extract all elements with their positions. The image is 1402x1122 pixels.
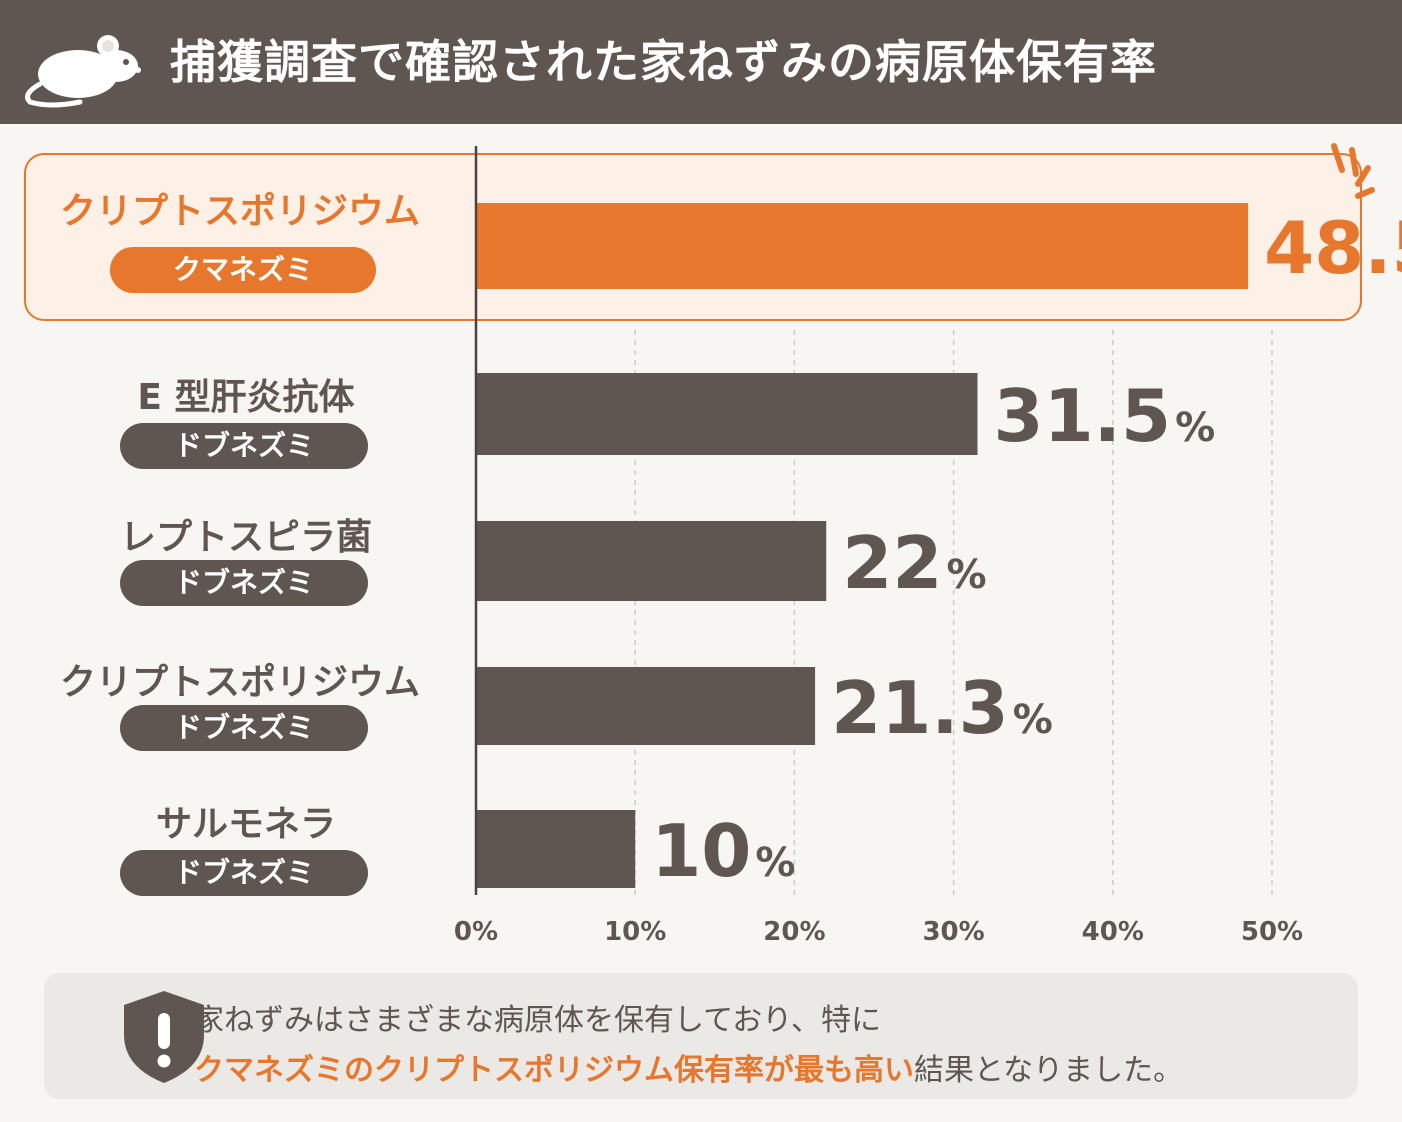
row-label-species-5: ドブネズミ xyxy=(120,850,368,896)
x-tick-label: 50% xyxy=(1241,917,1303,947)
row-label-pathogen-4: クリプトスポリジウム xyxy=(59,662,420,703)
row-label-species-1: クマネズミ xyxy=(110,247,376,293)
row-label-pathogen-2: E 型肝炎抗体 xyxy=(137,377,355,418)
bar xyxy=(476,373,978,455)
spark-icon xyxy=(1331,143,1375,199)
note-emphasis: クマネズミのクリプトスポリジウム保有率が最も高い xyxy=(194,1053,914,1088)
x-tick-label: 30% xyxy=(922,917,984,947)
x-tick-label: 10% xyxy=(604,917,666,947)
x-tick-label: 0% xyxy=(454,917,498,947)
note-line-1: 家ねずみはさまざまな病原体を保有しており、特に xyxy=(194,1003,881,1038)
row-label-species-2: ドブネズミ xyxy=(120,423,368,469)
bar-value-label: 22% xyxy=(842,521,986,605)
bar xyxy=(476,521,827,601)
row-label-species-3: ドブネズミ xyxy=(120,560,368,606)
row-label-pathogen-1: クリプトスポリジウム xyxy=(59,191,420,232)
shield-alert-icon xyxy=(124,991,204,1083)
row-label-pathogen-5: サルモネラ xyxy=(155,804,336,845)
bar-value-label: 10% xyxy=(651,809,795,893)
mouse-icon xyxy=(25,35,141,108)
header: 捕獲調査で確認された家ねずみの病原体保有率 xyxy=(0,0,1402,124)
note-line-2: クマネズミのクリプトスポリジウム保有率が最も高い結果となりました。 xyxy=(194,1045,1183,1089)
summary-note: 家ねずみはさまざまな病原体を保有しており、特に クマネズミのクリプトスポリジウム… xyxy=(44,973,1358,1099)
bar-value-label: 21.3% xyxy=(831,666,1053,750)
note-line-2-rest: 結果となりました。 xyxy=(914,1053,1184,1088)
bar-value-label: 31.5% xyxy=(993,374,1215,458)
x-tick-label: 40% xyxy=(1082,917,1144,947)
bar xyxy=(476,810,636,888)
row-label-species-4: ドブネズミ xyxy=(120,705,368,751)
bar xyxy=(476,203,1249,289)
bar xyxy=(476,667,816,745)
bar-value-label: 48.5% xyxy=(1264,206,1402,290)
row-label-pathogen-3: レプトスピラ菌 xyxy=(119,517,372,558)
x-tick-label: 20% xyxy=(763,917,825,947)
page-title: 捕獲調査で確認された家ねずみの病原体保有率 xyxy=(170,35,1157,89)
